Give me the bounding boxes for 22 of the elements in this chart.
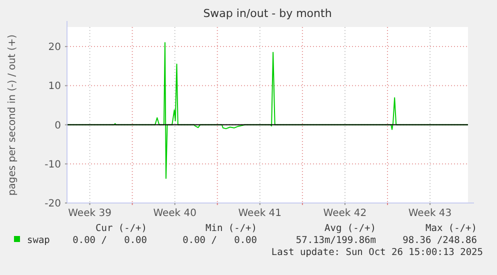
x-tick-label: Week 41 bbox=[238, 208, 282, 219]
y-tick-label: 0 bbox=[54, 120, 61, 132]
x-tick-label: Week 39 bbox=[68, 208, 112, 219]
text: 0.00 / 0.00 bbox=[182, 235, 258, 246]
text: Cur (-/+) bbox=[96, 223, 147, 234]
y-tick-label: 10 bbox=[48, 81, 61, 92]
text: 57.13m/199.86m bbox=[296, 235, 376, 246]
text: Min (-/+) bbox=[206, 223, 257, 234]
x-tick-label: Week 43 bbox=[408, 208, 452, 219]
text: Avg (-/+) bbox=[324, 223, 376, 234]
text: 0.00 / 0.00 bbox=[72, 235, 148, 246]
legend-label: swap bbox=[27, 235, 50, 246]
text: Last update: Sun Oct 26 15:00:13 2025 bbox=[271, 247, 483, 258]
y-tick-label: -10 bbox=[44, 159, 61, 170]
y-axis-title: pages per second in (-) / out (+) bbox=[7, 34, 18, 196]
x-tick-label: Week 40 bbox=[153, 208, 196, 219]
y-tick-label: 20 bbox=[48, 42, 61, 54]
x-tick-label: Week 42 bbox=[323, 208, 367, 219]
chart-title: Swap in/out - by month bbox=[203, 7, 332, 20]
y-tick-label: -20 bbox=[44, 198, 61, 210]
text: Max (-/+) bbox=[426, 223, 477, 234]
text: 98.36 /248.86 bbox=[402, 235, 478, 246]
